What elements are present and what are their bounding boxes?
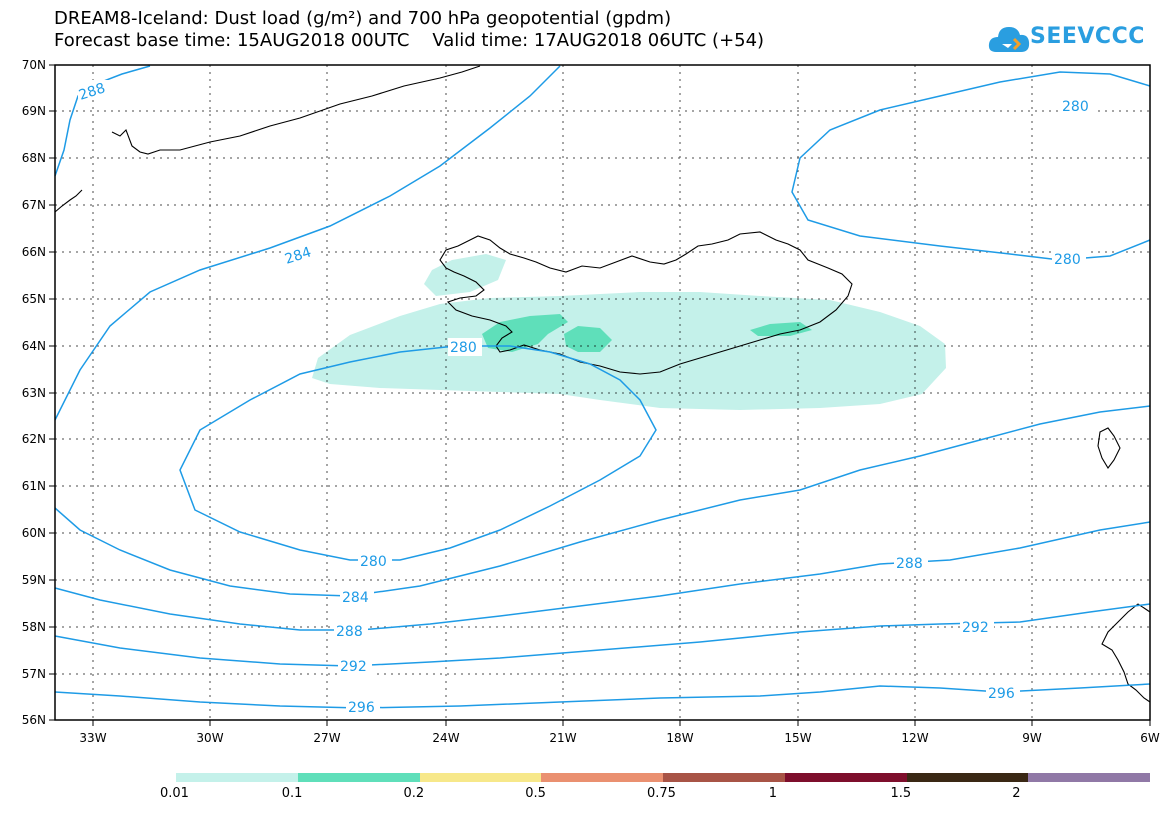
coastlines — [54, 65, 1151, 703]
legend-label: 1 — [768, 786, 778, 801]
contour-284 — [54, 65, 561, 421]
geopotential-contours — [54, 65, 1151, 709]
lon-tick-label: 6W — [1140, 731, 1160, 745]
legend-label: 1.5 — [890, 786, 912, 801]
contour-288-south — [54, 521, 1151, 631]
legend-label: 2 — [1012, 786, 1021, 801]
lat-tick-labels: 70N 69N 68N 67N 66N 65N 64N 63N 62N 61N … — [22, 58, 46, 727]
legend-label: 0.2 — [403, 786, 425, 801]
contour-280-southwest-low — [179, 345, 657, 561]
contour-label: 296 — [988, 686, 1015, 702]
logo-text: SEEVCCC — [1030, 24, 1145, 49]
contour-296 — [54, 683, 1151, 709]
dust-area-light-northwest — [424, 254, 506, 296]
lat-tick-label: 61N — [22, 479, 46, 493]
scotland-coast — [1101, 603, 1151, 703]
legend-label: 0.01 — [160, 786, 189, 801]
legend-swatch — [419, 773, 542, 782]
contour-label: 280 — [360, 554, 387, 570]
greenland-southeast-coast — [54, 189, 83, 213]
legend-label: 0.75 — [647, 786, 676, 801]
lat-tick-label: 62N — [22, 432, 46, 446]
legend-swatch — [784, 773, 907, 782]
contour-label: 280 — [1062, 99, 1089, 115]
chart-title: DREAM8-Iceland: Dust load (g/m²) and 700… — [54, 8, 672, 29]
graticule — [55, 65, 1150, 720]
contour-label: 288 — [896, 556, 923, 572]
contour-280-northeast-low — [791, 71, 1151, 261]
lat-tick-label: 59N — [22, 573, 46, 587]
legend-swatch — [906, 773, 1029, 782]
dust-area-medium-east — [750, 322, 812, 336]
lat-tick-label: 67N — [22, 198, 46, 212]
contour-label-bgs — [78, 80, 1094, 716]
lat-tick-label: 68N — [22, 151, 46, 165]
lat-tick-label: 69N — [22, 104, 46, 118]
lon-tick-label: 27W — [313, 731, 340, 745]
lon-tick-label: 18W — [666, 731, 693, 745]
dust-load-layer — [312, 254, 946, 410]
legend-swatch — [1028, 773, 1150, 782]
lat-tick-label: 60N — [22, 526, 46, 540]
lat-tick-label: 65N — [22, 292, 46, 306]
legend-swatch — [176, 773, 298, 782]
chart-subtitle: Forecast base time: 15AUG2018 00UTC Vali… — [54, 30, 765, 51]
contour-284-south — [54, 405, 1151, 597]
lon-tick-label: 9W — [1022, 731, 1042, 745]
lon-tick-label: 33W — [79, 731, 106, 745]
contour-labels: 288 284 280 280 280 280 284 288 288 292 … — [77, 80, 1089, 716]
lat-tick-label: 66N — [22, 245, 46, 259]
legend-label: 0.1 — [281, 786, 303, 801]
contour-label: 288 — [77, 80, 107, 103]
color-legend — [176, 773, 1150, 782]
contour-label: 288 — [336, 624, 363, 640]
lon-tick-labels: 33W 30W 27W 24W 21W 18W 15W 12W 9W 6W — [79, 731, 1159, 745]
lat-tick-label: 70N — [22, 58, 46, 72]
lat-tick-label: 57N — [22, 667, 46, 681]
contour-label: 284 — [342, 590, 369, 606]
legend-swatch — [297, 773, 420, 782]
lat-tick-label: 56N — [22, 713, 46, 727]
contour-label: 292 — [962, 620, 989, 636]
dust-area-medium-central — [564, 326, 612, 352]
lon-tick-label: 12W — [901, 731, 928, 745]
lat-tick-label: 63N — [22, 386, 46, 400]
lat-tick-label: 58N — [22, 620, 46, 634]
cloud-logo-icon — [988, 27, 1030, 52]
dust-area-light — [312, 292, 946, 410]
lon-tick-label: 15W — [784, 731, 811, 745]
faroe-islands — [1097, 427, 1121, 469]
legend-swatch — [663, 773, 785, 782]
lon-tick-label: 21W — [549, 731, 576, 745]
dust-area-medium-west — [482, 314, 568, 352]
contour-label: 280 — [450, 340, 477, 356]
legend-swatch — [541, 773, 663, 782]
tick-marks — [49, 64, 1151, 726]
contour-label: 296 — [348, 700, 375, 716]
lon-tick-label: 30W — [196, 731, 223, 745]
legend-label: 0.5 — [525, 786, 546, 801]
contour-label: 292 — [340, 659, 367, 675]
greenland-coast — [111, 65, 481, 155]
lon-tick-label: 24W — [432, 731, 459, 745]
iceland-coast — [439, 231, 853, 375]
contour-label: 284 — [283, 244, 313, 268]
contour-label: 280 — [1054, 252, 1081, 268]
lat-tick-label: 64N — [22, 339, 46, 353]
